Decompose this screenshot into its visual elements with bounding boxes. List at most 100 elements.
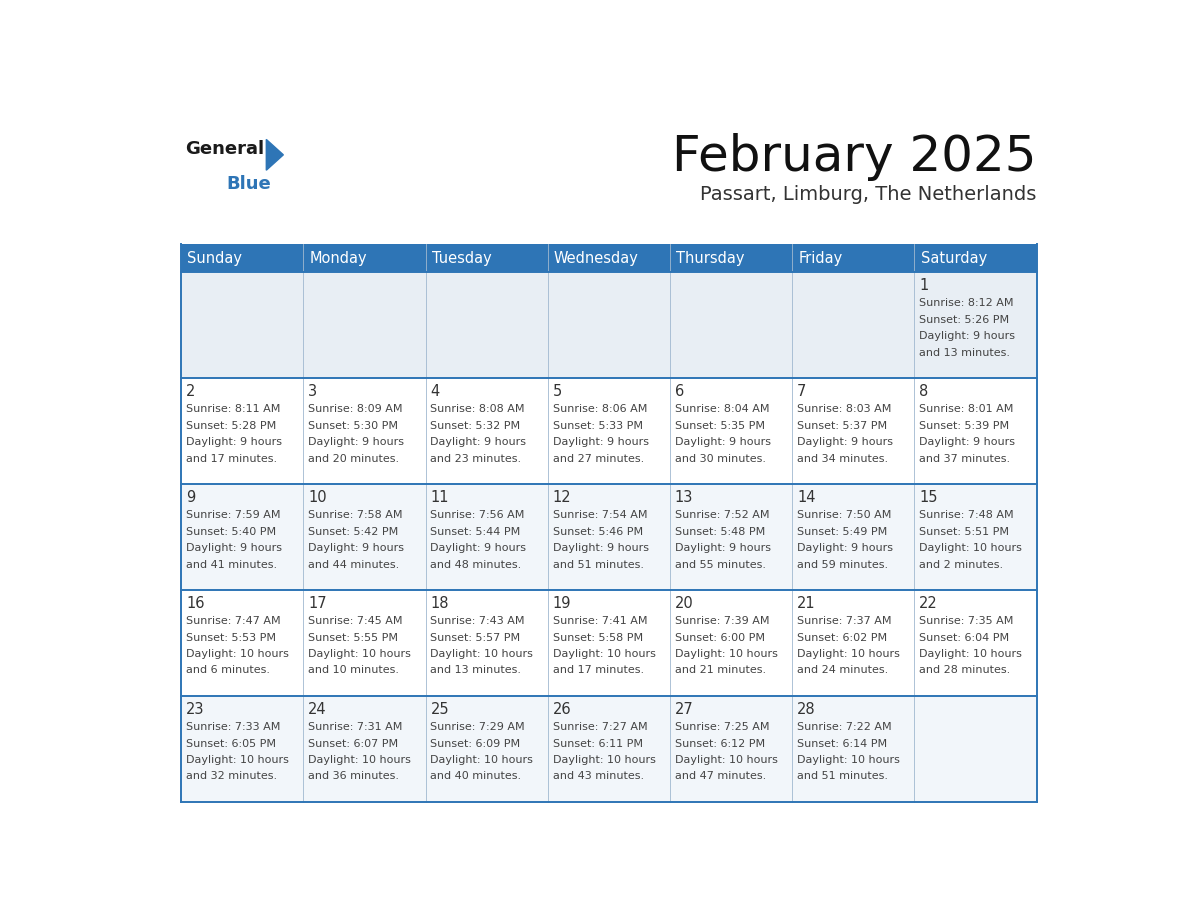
Text: and 27 minutes.: and 27 minutes. xyxy=(552,453,644,464)
Text: 1: 1 xyxy=(920,278,929,293)
Text: 14: 14 xyxy=(797,490,816,505)
Bar xyxy=(548,244,670,272)
Text: Sunset: 5:55 PM: Sunset: 5:55 PM xyxy=(308,633,398,643)
Text: 20: 20 xyxy=(675,596,694,611)
Text: Sunset: 5:30 PM: Sunset: 5:30 PM xyxy=(308,420,398,431)
Text: and 13 minutes.: and 13 minutes. xyxy=(430,666,522,676)
Text: Sunrise: 7:41 AM: Sunrise: 7:41 AM xyxy=(552,616,647,626)
Text: and 51 minutes.: and 51 minutes. xyxy=(797,771,889,781)
Text: and 44 minutes.: and 44 minutes. xyxy=(308,559,399,569)
Text: Monday: Monday xyxy=(309,251,367,265)
Text: Sunrise: 8:11 AM: Sunrise: 8:11 AM xyxy=(187,404,280,414)
Text: Daylight: 9 hours: Daylight: 9 hours xyxy=(187,543,282,554)
Text: Daylight: 10 hours: Daylight: 10 hours xyxy=(675,755,778,765)
Text: and 24 minutes.: and 24 minutes. xyxy=(797,666,889,676)
Text: 22: 22 xyxy=(920,596,939,611)
Text: Sunday: Sunday xyxy=(188,251,242,265)
Polygon shape xyxy=(266,140,284,170)
Text: Sunrise: 8:03 AM: Sunrise: 8:03 AM xyxy=(797,404,891,414)
Text: Sunset: 5:28 PM: Sunset: 5:28 PM xyxy=(187,420,276,431)
Text: 8: 8 xyxy=(920,384,929,399)
Text: and 34 minutes.: and 34 minutes. xyxy=(797,453,889,464)
Text: Sunrise: 7:37 AM: Sunrise: 7:37 AM xyxy=(797,616,891,626)
Text: Sunset: 5:37 PM: Sunset: 5:37 PM xyxy=(797,420,887,431)
Text: 10: 10 xyxy=(308,490,327,505)
Text: Sunrise: 7:43 AM: Sunrise: 7:43 AM xyxy=(430,616,525,626)
Text: Sunrise: 8:06 AM: Sunrise: 8:06 AM xyxy=(552,404,647,414)
Text: Sunrise: 7:35 AM: Sunrise: 7:35 AM xyxy=(920,616,1013,626)
Text: February 2025: February 2025 xyxy=(672,133,1037,181)
Text: 26: 26 xyxy=(552,702,571,717)
Text: Tuesday: Tuesday xyxy=(431,251,492,265)
Text: Daylight: 10 hours: Daylight: 10 hours xyxy=(920,649,1022,659)
Text: Saturday: Saturday xyxy=(921,251,987,265)
Text: Daylight: 9 hours: Daylight: 9 hours xyxy=(920,331,1016,341)
Text: Sunset: 5:46 PM: Sunset: 5:46 PM xyxy=(552,527,643,537)
Text: 11: 11 xyxy=(430,490,449,505)
Bar xyxy=(792,244,915,272)
Text: Daylight: 9 hours: Daylight: 9 hours xyxy=(430,543,526,554)
Text: 18: 18 xyxy=(430,596,449,611)
Text: Sunset: 5:48 PM: Sunset: 5:48 PM xyxy=(675,527,765,537)
Text: 24: 24 xyxy=(308,702,327,717)
Text: Sunrise: 7:56 AM: Sunrise: 7:56 AM xyxy=(430,510,525,521)
Text: Sunrise: 7:58 AM: Sunrise: 7:58 AM xyxy=(308,510,403,521)
Bar xyxy=(181,696,1037,801)
Text: Daylight: 9 hours: Daylight: 9 hours xyxy=(187,437,282,447)
Text: and 20 minutes.: and 20 minutes. xyxy=(308,453,399,464)
Text: Daylight: 10 hours: Daylight: 10 hours xyxy=(920,543,1022,554)
Text: 28: 28 xyxy=(797,702,816,717)
Text: Sunrise: 8:09 AM: Sunrise: 8:09 AM xyxy=(308,404,403,414)
Bar xyxy=(670,244,792,272)
Text: 23: 23 xyxy=(187,702,204,717)
Text: Daylight: 9 hours: Daylight: 9 hours xyxy=(675,543,771,554)
Text: and 17 minutes.: and 17 minutes. xyxy=(187,453,277,464)
Text: Sunset: 5:42 PM: Sunset: 5:42 PM xyxy=(308,527,398,537)
Text: 16: 16 xyxy=(187,596,204,611)
Text: 3: 3 xyxy=(308,384,317,399)
Text: 6: 6 xyxy=(675,384,684,399)
Text: Sunrise: 7:45 AM: Sunrise: 7:45 AM xyxy=(308,616,403,626)
Text: 9: 9 xyxy=(187,490,195,505)
Text: and 51 minutes.: and 51 minutes. xyxy=(552,559,644,569)
Text: Sunset: 5:58 PM: Sunset: 5:58 PM xyxy=(552,633,643,643)
Text: Sunset: 5:49 PM: Sunset: 5:49 PM xyxy=(797,527,887,537)
Text: Sunrise: 7:54 AM: Sunrise: 7:54 AM xyxy=(552,510,647,521)
Text: Sunset: 6:09 PM: Sunset: 6:09 PM xyxy=(430,739,520,748)
Text: and 10 minutes.: and 10 minutes. xyxy=(308,666,399,676)
Text: and 47 minutes.: and 47 minutes. xyxy=(675,771,766,781)
Text: Daylight: 10 hours: Daylight: 10 hours xyxy=(430,649,533,659)
Text: Sunrise: 7:31 AM: Sunrise: 7:31 AM xyxy=(308,722,403,733)
Bar xyxy=(425,244,548,272)
Text: Sunrise: 8:08 AM: Sunrise: 8:08 AM xyxy=(430,404,525,414)
Text: 21: 21 xyxy=(797,596,816,611)
Bar xyxy=(181,244,303,272)
Text: and 30 minutes.: and 30 minutes. xyxy=(675,453,766,464)
Text: 15: 15 xyxy=(920,490,937,505)
Text: and 41 minutes.: and 41 minutes. xyxy=(187,559,277,569)
Text: 27: 27 xyxy=(675,702,694,717)
Bar xyxy=(181,272,1037,378)
Text: Sunset: 6:05 PM: Sunset: 6:05 PM xyxy=(187,739,276,748)
Text: Sunrise: 8:04 AM: Sunrise: 8:04 AM xyxy=(675,404,770,414)
Text: Sunrise: 8:12 AM: Sunrise: 8:12 AM xyxy=(920,298,1013,308)
Text: Daylight: 9 hours: Daylight: 9 hours xyxy=(920,437,1016,447)
Text: Daylight: 10 hours: Daylight: 10 hours xyxy=(552,755,656,765)
Text: 7: 7 xyxy=(797,384,807,399)
Text: Sunrise: 7:52 AM: Sunrise: 7:52 AM xyxy=(675,510,770,521)
Text: Sunset: 6:14 PM: Sunset: 6:14 PM xyxy=(797,739,887,748)
Text: and 48 minutes.: and 48 minutes. xyxy=(430,559,522,569)
Text: and 23 minutes.: and 23 minutes. xyxy=(430,453,522,464)
Bar xyxy=(181,378,1037,484)
Text: Sunset: 5:39 PM: Sunset: 5:39 PM xyxy=(920,420,1010,431)
Text: Sunrise: 7:39 AM: Sunrise: 7:39 AM xyxy=(675,616,770,626)
Text: Sunset: 5:44 PM: Sunset: 5:44 PM xyxy=(430,527,520,537)
Text: 25: 25 xyxy=(430,702,449,717)
Bar xyxy=(181,484,1037,589)
Text: Sunset: 6:02 PM: Sunset: 6:02 PM xyxy=(797,633,887,643)
Text: Sunrise: 8:01 AM: Sunrise: 8:01 AM xyxy=(920,404,1013,414)
Text: Sunrise: 7:48 AM: Sunrise: 7:48 AM xyxy=(920,510,1013,521)
Text: Sunset: 6:12 PM: Sunset: 6:12 PM xyxy=(675,739,765,748)
Text: Sunset: 6:00 PM: Sunset: 6:00 PM xyxy=(675,633,765,643)
Text: Sunset: 5:57 PM: Sunset: 5:57 PM xyxy=(430,633,520,643)
